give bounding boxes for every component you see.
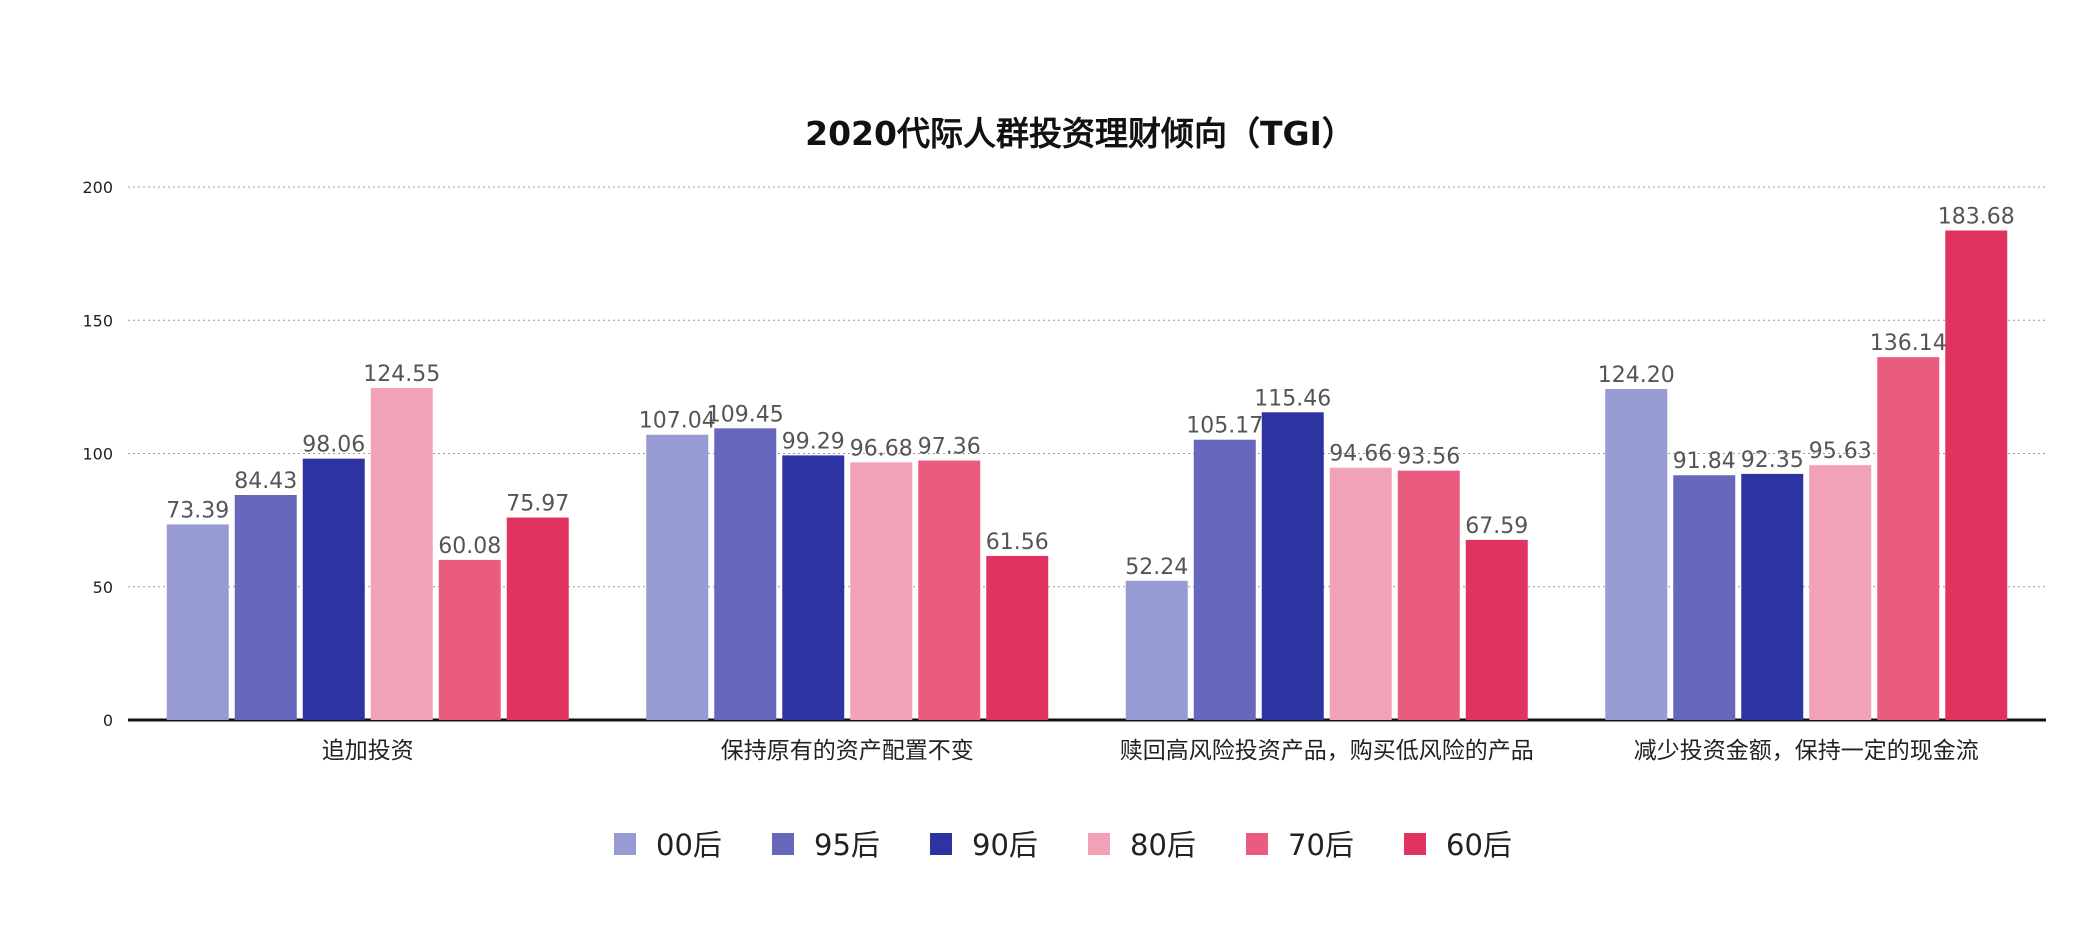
y-tick-label: 200	[82, 178, 113, 197]
data-label: 136.14	[1870, 331, 1947, 356]
data-label: 61.56	[986, 530, 1049, 555]
bar	[1465, 539, 1528, 720]
data-label: 92.35	[1741, 448, 1804, 473]
legend-swatch	[1404, 833, 1426, 855]
data-label: 95.63	[1809, 439, 1872, 464]
legend-label: 70后	[1288, 828, 1354, 862]
bar	[370, 388, 433, 720]
y-tick-label: 150	[82, 311, 113, 330]
y-tick-label: 100	[82, 445, 113, 464]
bar	[1125, 580, 1188, 720]
data-label: 109.45	[707, 402, 784, 427]
legend-label: 95后	[814, 828, 880, 862]
data-label: 96.68	[850, 436, 913, 461]
bar	[1945, 230, 2008, 720]
bar	[1397, 470, 1460, 720]
data-label: 124.55	[363, 362, 440, 387]
bar	[646, 434, 709, 720]
data-label: 60.08	[438, 534, 501, 559]
data-label: 52.24	[1125, 555, 1188, 580]
category-labels: 追加投资 保持原有的资产配置不变 赎回高风险投资产品，购买低风险的产品 减少投资金额，…	[322, 738, 1979, 764]
data-label: 97.36	[918, 435, 981, 460]
data-label: 91.84	[1673, 449, 1736, 474]
data-label: 75.97	[506, 492, 569, 517]
data-label: 105.17	[1186, 414, 1263, 439]
chart-title: 2020代际人群投资理财倾向（TGI）	[805, 114, 1355, 153]
data-label: 99.29	[782, 429, 845, 454]
legend: 00后 95后 90后 80后 70后 60后	[614, 828, 1512, 862]
bar	[1605, 389, 1668, 720]
data-label: 93.56	[1397, 445, 1460, 470]
bar	[506, 517, 569, 720]
legend-label: 00后	[656, 828, 722, 862]
bar	[1193, 439, 1256, 720]
bar	[234, 494, 297, 720]
x-tick-label: 减少投资金额，保持一定的现金流	[1634, 738, 1979, 764]
bars	[166, 230, 2008, 720]
legend-swatch	[1246, 833, 1268, 855]
bar	[1673, 475, 1736, 720]
y-tick-label: 0	[103, 711, 113, 730]
bar	[986, 555, 1049, 720]
legend-label: 90后	[972, 828, 1038, 862]
x-tick-label: 保持原有的资产配置不变	[721, 738, 974, 764]
data-label: 115.46	[1254, 386, 1331, 411]
data-label: 67.59	[1465, 514, 1528, 539]
legend-label: 60后	[1446, 828, 1512, 862]
bar	[1741, 473, 1804, 720]
data-label: 73.39	[166, 498, 229, 523]
data-label: 94.66	[1329, 442, 1392, 467]
data-label: 107.04	[639, 409, 716, 434]
data-label: 84.43	[234, 469, 297, 494]
x-tick-label: 追加投资	[322, 738, 414, 764]
bar	[1877, 357, 1940, 720]
bar	[1809, 465, 1872, 720]
bar	[782, 455, 845, 720]
bar	[1261, 412, 1324, 720]
legend-swatch	[614, 833, 636, 855]
legend-label: 80后	[1130, 828, 1196, 862]
legend-swatch	[1088, 833, 1110, 855]
x-tick-label: 赎回高风险投资产品，购买低风险的产品	[1120, 738, 1534, 764]
bar	[302, 458, 365, 720]
legend-swatch	[930, 833, 952, 855]
bar	[918, 460, 981, 720]
data-label: 183.68	[1938, 204, 2015, 229]
bar	[438, 559, 501, 720]
bar	[714, 428, 777, 720]
data-label: 124.20	[1598, 363, 1675, 388]
data-label: 98.06	[302, 433, 365, 458]
legend-swatch	[772, 833, 794, 855]
bar	[850, 462, 913, 720]
bar	[166, 524, 229, 720]
y-tick-label: 50	[93, 578, 113, 597]
bar	[1329, 467, 1392, 720]
